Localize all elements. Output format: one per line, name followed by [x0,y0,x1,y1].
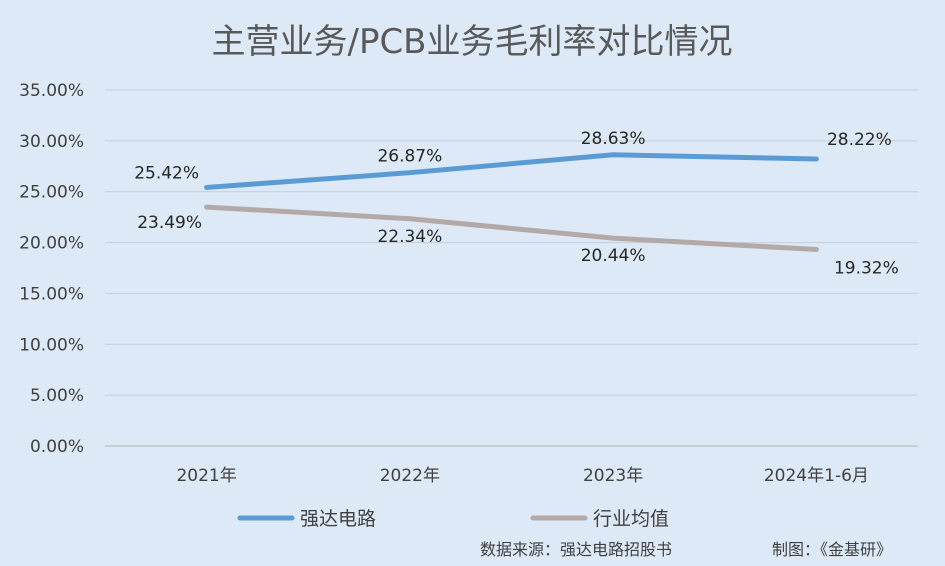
legend-label: 行业均值 [593,508,669,530]
data-label: 22.34% [377,227,442,247]
x-tick-label: 2024年1-6月 [764,466,869,486]
legend: 强达电路 行业均值 [237,508,669,530]
data-label: 28.22% [827,130,892,150]
y-tick-label: 30.00% [19,132,84,152]
series-line-1 [204,152,819,190]
y-tick-label: 15.00% [19,284,84,304]
y-tick-label: 0.00% [30,437,84,457]
x-tick-label: 2023年 [583,466,643,486]
y-tick-label: 10.00% [19,335,84,355]
data-label: 20.44% [581,246,646,266]
data-label: 28.63% [581,129,646,149]
data-label: 19.32% [834,258,899,278]
y-tick-label: 20.00% [19,234,84,254]
credit-note: 制图：《金基研》 [772,540,892,559]
footer: 数据来源：强达电路招股书 制图：《金基研》 [480,540,892,559]
y-tick-label: 25.00% [19,183,84,203]
series-lines [204,152,819,252]
legend-label: 强达电路 [300,508,376,530]
y-tick-label: 35.00% [19,81,84,101]
x-tick-label: 2022年 [380,466,440,486]
grid-lines [105,89,918,447]
data-labels: 25.42% 26.87% 28.63% 28.22% 23.49% 22.34% 20.4… [134,129,899,279]
source-note: 数据来源：强达电路招股书 [480,540,672,559]
y-axis-ticks: 0.00% 5.00% 10.00% 15.00% 20.00% 25.00% 30.00%… [19,81,84,457]
data-label: 25.42% [134,163,199,183]
data-label: 26.87% [377,147,442,167]
x-tick-label: 2021年 [176,466,236,486]
y-tick-label: 5.00% [30,386,84,406]
data-label: 23.49% [137,213,202,233]
chart-title: 主营业务/PCB业务毛利率对比情况 [211,22,732,62]
series-line-2 [204,204,819,252]
x-axis-ticks: 2021年 2022年 2023年 2024年1-6月 [176,466,868,486]
